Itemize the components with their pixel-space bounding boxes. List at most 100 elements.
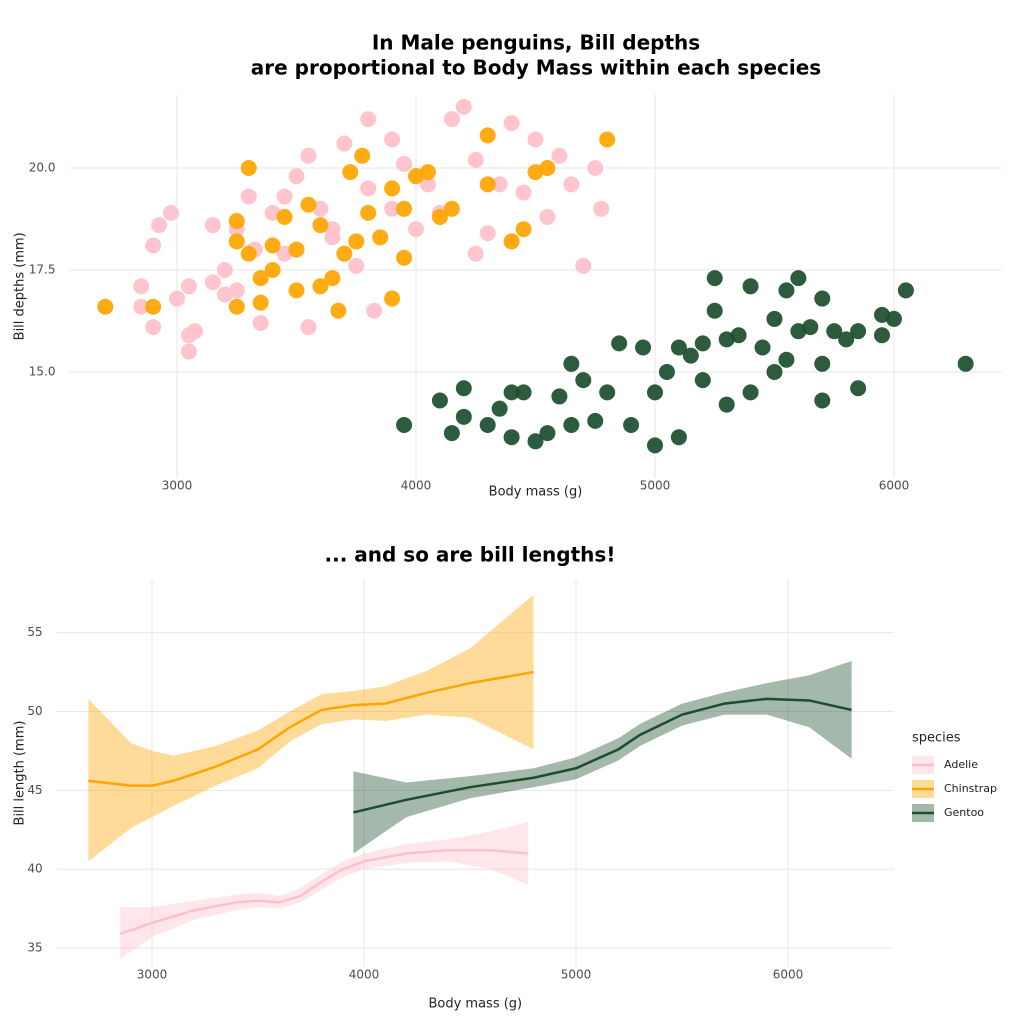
legend-label: Chinstrap xyxy=(944,782,997,795)
point xyxy=(300,319,317,336)
point xyxy=(324,270,341,287)
point xyxy=(216,261,233,278)
point xyxy=(778,282,795,299)
point xyxy=(593,200,610,217)
y-tick-label: 15.0 xyxy=(29,364,56,378)
point xyxy=(885,310,902,327)
y-tick-label: 20.0 xyxy=(29,161,56,175)
point xyxy=(682,347,699,364)
point xyxy=(336,245,353,262)
point xyxy=(431,208,448,225)
point xyxy=(180,278,197,295)
point xyxy=(563,176,580,193)
point xyxy=(790,270,807,287)
confidence-band xyxy=(120,821,529,960)
x-tick-label: 4000 xyxy=(349,968,380,982)
point xyxy=(384,290,401,307)
point xyxy=(563,355,580,372)
y-tick-label: 35 xyxy=(27,941,42,955)
x-axis-label: Body mass (g) xyxy=(489,485,583,500)
point xyxy=(515,384,532,401)
point xyxy=(515,221,532,238)
point xyxy=(874,327,891,344)
point xyxy=(670,339,687,356)
line xyxy=(353,697,852,814)
legend-label: Gentoo xyxy=(944,806,984,819)
point xyxy=(718,396,735,413)
point xyxy=(312,278,329,295)
point xyxy=(384,180,401,197)
point xyxy=(957,355,974,372)
point xyxy=(228,298,245,315)
point xyxy=(133,298,150,315)
point xyxy=(802,319,819,336)
point xyxy=(515,184,532,201)
point xyxy=(694,372,711,389)
point xyxy=(312,217,329,234)
point xyxy=(491,400,508,417)
point xyxy=(706,270,723,287)
point xyxy=(539,425,556,442)
point xyxy=(443,111,460,128)
point xyxy=(169,290,186,307)
point xyxy=(396,416,413,433)
point xyxy=(276,188,293,205)
point xyxy=(455,408,472,425)
point xyxy=(300,196,317,213)
point xyxy=(814,392,831,409)
point xyxy=(670,429,687,446)
x-tick-label: 4000 xyxy=(401,479,432,493)
point xyxy=(897,282,914,299)
point xyxy=(706,302,723,319)
point xyxy=(742,384,759,401)
point xyxy=(766,363,783,380)
point xyxy=(264,237,281,254)
point xyxy=(372,229,389,246)
point xyxy=(186,323,203,340)
point xyxy=(228,213,245,230)
point xyxy=(384,200,401,217)
point xyxy=(503,115,520,132)
point xyxy=(455,98,472,115)
point xyxy=(133,278,150,295)
point xyxy=(599,131,616,148)
point xyxy=(730,327,747,344)
point xyxy=(850,380,867,397)
point xyxy=(551,388,568,405)
x-tick-label: 6000 xyxy=(773,968,804,982)
point xyxy=(826,323,843,340)
x-tick-label: 5000 xyxy=(561,968,592,982)
point xyxy=(479,416,496,433)
x-tick-label: 5000 xyxy=(640,479,671,493)
point xyxy=(563,416,580,433)
y-tick-label: 17.5 xyxy=(29,262,56,276)
point xyxy=(838,331,855,348)
y-tick-label: 55 xyxy=(27,625,42,639)
point xyxy=(240,160,257,177)
point xyxy=(479,176,496,193)
point xyxy=(342,164,359,181)
point xyxy=(479,225,496,242)
point xyxy=(503,429,520,446)
point xyxy=(408,221,425,238)
point xyxy=(491,176,508,193)
point xyxy=(384,131,401,148)
y-tick-label: 45 xyxy=(27,783,42,797)
point xyxy=(527,433,544,450)
point xyxy=(348,233,365,250)
point xyxy=(336,135,353,152)
point xyxy=(419,164,436,181)
point xyxy=(240,245,257,262)
point xyxy=(646,437,663,454)
y-axis-label: Bill length (mm) xyxy=(13,721,28,826)
confidence-band xyxy=(88,594,534,862)
point xyxy=(551,147,568,164)
point xyxy=(360,204,377,221)
point xyxy=(360,180,377,197)
point xyxy=(503,233,520,250)
point xyxy=(360,111,377,128)
point xyxy=(288,241,305,258)
point xyxy=(396,200,413,217)
y-tick-label: 50 xyxy=(27,704,42,718)
point xyxy=(252,294,269,311)
